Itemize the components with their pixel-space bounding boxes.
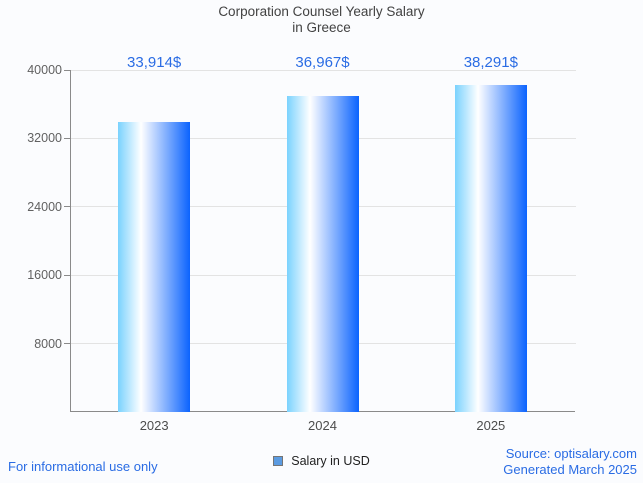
bar-2024 xyxy=(286,95,359,412)
y-axis-label: 32000 xyxy=(27,131,62,146)
y-axis-tick xyxy=(64,206,70,208)
y-axis-label: 16000 xyxy=(27,268,62,283)
y-axis-tick xyxy=(64,343,70,345)
y-axis-tick xyxy=(64,137,70,139)
bar-2023 xyxy=(118,122,191,412)
y-axis-tick xyxy=(64,274,70,276)
value-label-2024: 36,967$ xyxy=(295,54,350,71)
legend-label: Salary in USD xyxy=(291,454,370,468)
disclaimer-text: For informational use only xyxy=(8,459,158,474)
chart-title-line1: Corporation Counsel Yearly Salary xyxy=(218,4,425,19)
generated-date: Generated March 2025 xyxy=(503,461,637,477)
y-axis-label: 24000 xyxy=(27,199,62,214)
x-axis-label-2024: 2024 xyxy=(308,418,337,433)
source-link[interactable]: Source: optisalary.com xyxy=(505,446,637,461)
legend-swatch-icon xyxy=(273,456,284,466)
value-label-2023: 33,914$ xyxy=(127,54,182,71)
chart-title: Corporation Counsel Yearly Salary in Gre… xyxy=(0,4,643,36)
legend: Salary in USD xyxy=(0,454,643,468)
gridline xyxy=(71,69,576,71)
value-label-2025: 38,291$ xyxy=(463,54,518,71)
y-axis-label: 8000 xyxy=(34,336,62,351)
bar-2025 xyxy=(454,84,527,412)
x-axis-label-2025: 2025 xyxy=(476,418,506,433)
x-axis-label-2023: 2023 xyxy=(139,418,169,433)
source-block: Source: optisalary.com Generated March 2… xyxy=(503,446,637,477)
y-axis-label: 40000 xyxy=(27,63,62,77)
chart-title-line2: in Greece xyxy=(292,20,351,35)
y-axis-tick xyxy=(64,69,70,71)
